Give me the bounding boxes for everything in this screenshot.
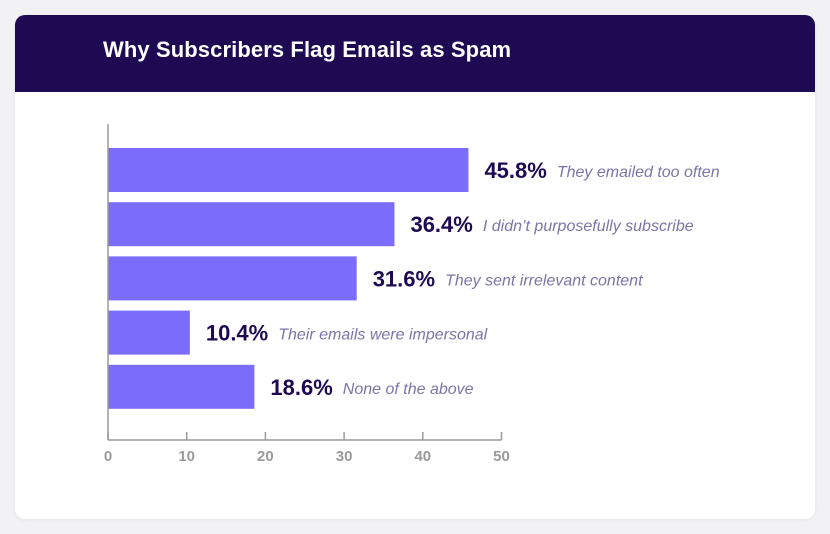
- category-label: They sent irrelevant content: [445, 272, 643, 289]
- x-tick-label: 20: [257, 448, 274, 465]
- value-label: 31.6%: [373, 266, 435, 291]
- x-tick-label: 30: [336, 448, 353, 465]
- value-label: 45.8%: [484, 158, 546, 183]
- value-label: 10.4%: [206, 321, 268, 346]
- bar: [108, 148, 469, 192]
- x-tick-label: 0: [104, 448, 112, 465]
- value-label: 18.6%: [270, 375, 332, 400]
- card-header: Why Subscribers Flag Emails as Spam: [15, 15, 815, 92]
- x-tick-label: 10: [178, 448, 195, 465]
- category-label: I didn’t purposefully subscribe: [483, 218, 694, 235]
- chart-title: Why Subscribers Flag Emails as Spam: [103, 37, 512, 62]
- category-label: None of the above: [343, 381, 474, 398]
- x-tick-label: 50: [493, 448, 510, 465]
- category-label: Their emails were impersonal: [278, 327, 487, 344]
- x-tick-label: 40: [414, 448, 431, 465]
- category-label: They emailed too often: [557, 164, 720, 181]
- bar: [108, 202, 395, 247]
- bar: [108, 364, 255, 409]
- bar: [108, 256, 357, 301]
- bar: [108, 310, 190, 355]
- value-label: 36.4%: [410, 212, 472, 237]
